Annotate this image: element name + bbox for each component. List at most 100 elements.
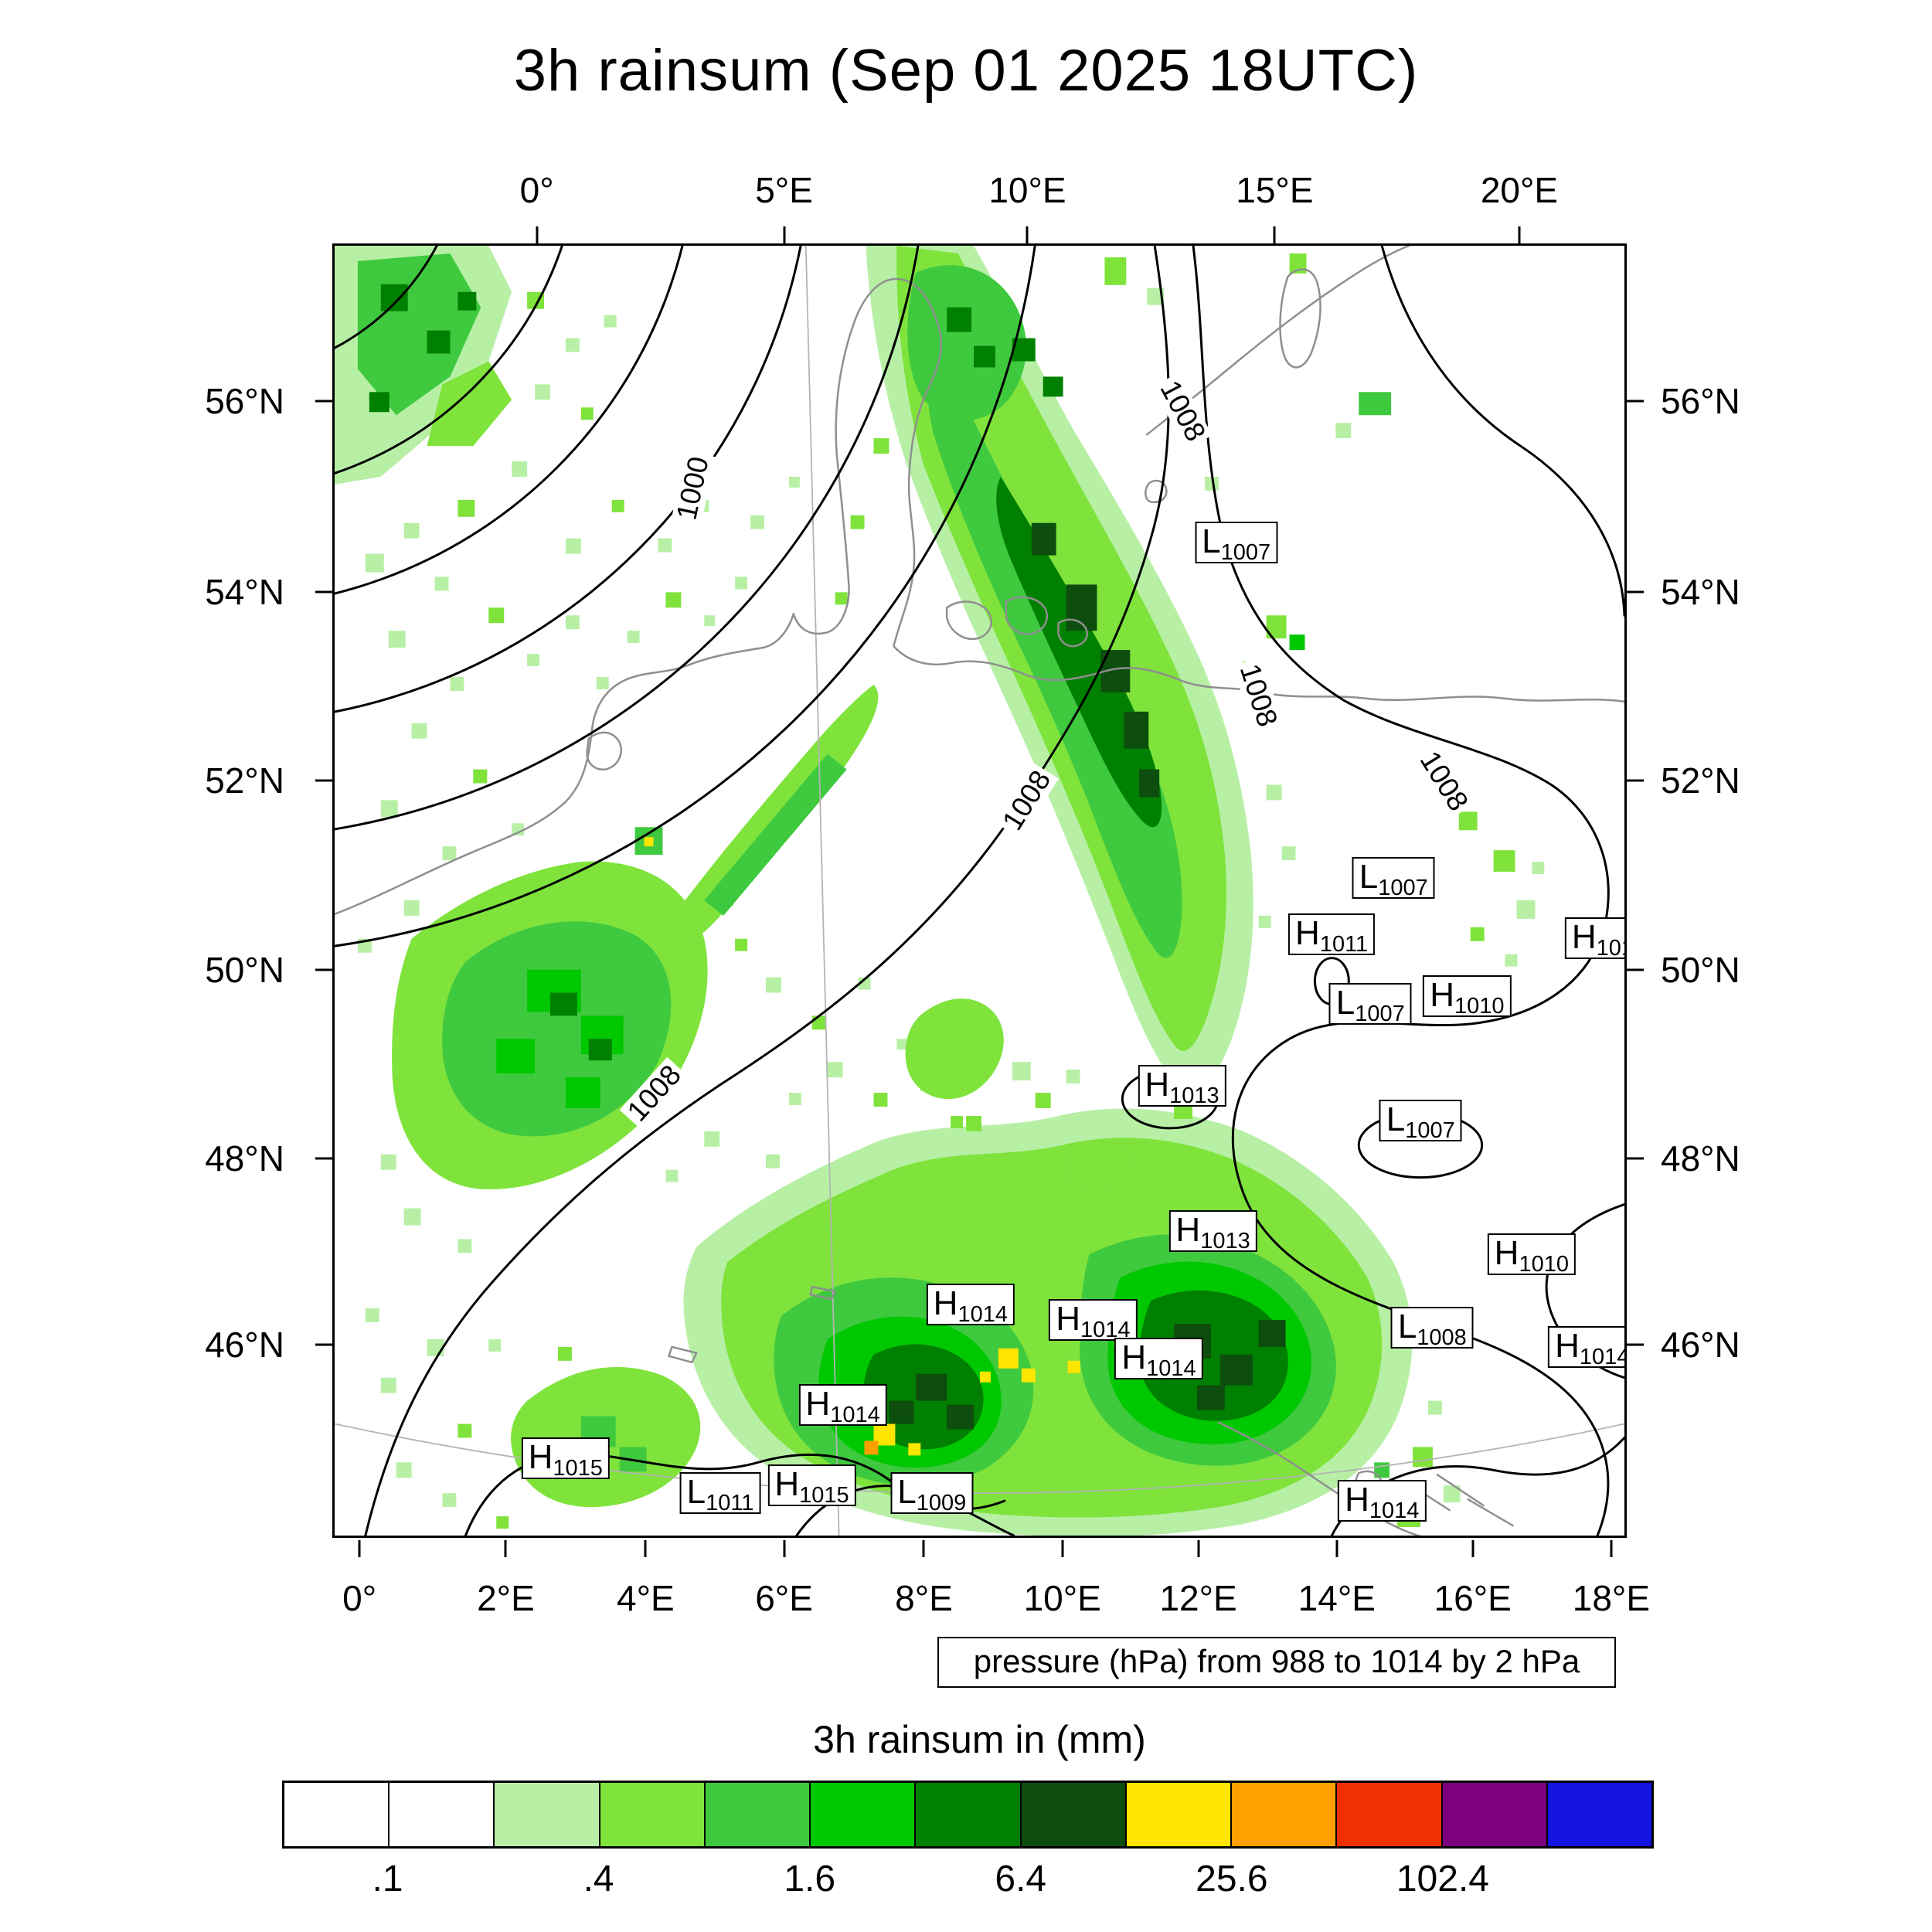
isobar-value-label: 1008 (1151, 372, 1213, 450)
legend-title: 3h rainsum in (mm) (813, 1718, 1146, 1761)
axis-tick-label: 48°N (205, 1138, 284, 1179)
colorbar-label: 6.4 (995, 1859, 1047, 1900)
pressure-center-letter: L (686, 1472, 706, 1511)
axis-right: 56°N 54°N 52°N 50°N 48°N 46°N (1627, 243, 1859, 1538)
axis-tick-mark (1627, 1343, 1644, 1346)
pressure-center-value: 1015 (799, 1482, 849, 1508)
pressure-center-label: H1014 (1049, 1299, 1138, 1343)
axis-tick-mark (315, 968, 332, 971)
pressure-center-label: H1014 (798, 1384, 887, 1428)
axis-tick-mark (1471, 1540, 1475, 1557)
colorbar-labels: .1 .4 1.6 6.4 25.6 102.4 (282, 1858, 1654, 1904)
colorbar-segment (1547, 1783, 1652, 1846)
axis-tick-label: 10°E (1023, 1578, 1101, 1618)
axis-tick-mark (783, 1540, 786, 1557)
axis-tick-label: 4°E (617, 1578, 675, 1618)
axis-tick-mark (1273, 226, 1276, 243)
colorbar-segment (1442, 1783, 1548, 1846)
axis-tick-mark (922, 1540, 925, 1557)
axis-tick-label: 52°N (205, 760, 284, 801)
axis-tick-mark (1518, 226, 1521, 243)
colorbar-segment (600, 1783, 706, 1846)
axis-tick-mark (1627, 400, 1644, 403)
pressure-center-value: 1007 (1405, 1117, 1455, 1143)
axis-tick-mark (358, 1540, 361, 1557)
axis-tick-mark (1610, 1540, 1613, 1557)
pressure-center-label: L1009 (890, 1471, 974, 1514)
pressure-center-label: H1014 (1114, 1338, 1203, 1382)
axis-tick-mark (536, 226, 539, 243)
axis-tick-label: 10°E (988, 170, 1066, 210)
axis-tick-label: 2°E (477, 1578, 535, 1618)
pressure-center-value: 1014 (830, 1403, 880, 1428)
colorbar-label: .1 (372, 1859, 403, 1900)
isobar-value-label: 1000 (670, 450, 716, 526)
pressure-center-letter: H (1345, 1480, 1369, 1519)
pressure-center-value: 1014 (1146, 1356, 1196, 1382)
pressure-center-letter: H (1121, 1338, 1147, 1377)
axis-tick-label: 12°E (1159, 1578, 1237, 1618)
pressure-center-value: 1007 (1355, 1002, 1405, 1027)
colorbar-label: 102.4 (1396, 1859, 1489, 1900)
pressure-center-label: H1014 (926, 1284, 1015, 1326)
axis-tick-label: 46°N (1661, 1325, 1740, 1366)
colorbar-segment (1232, 1783, 1338, 1846)
pressure-center-label: H1010 (1423, 975, 1512, 1018)
pressure-center-letter: H (1145, 1065, 1170, 1104)
axis-tick-label: 0° (342, 1578, 377, 1618)
colorbar-segment (284, 1783, 390, 1846)
pressure-center-letter: L (1202, 522, 1221, 560)
colorbar (282, 1781, 1654, 1849)
pressure-center-label: H1014 (1338, 1479, 1427, 1522)
pressure-center-value: 1007 (1378, 875, 1428, 900)
axis-tick-label: 56°N (1661, 381, 1740, 422)
pressure-center-label: L1007 (1195, 521, 1278, 565)
axis-tick-mark (504, 1540, 507, 1557)
axis-top: 0° 5°E 10°E 15°E 20°E (332, 145, 1627, 243)
pressure-center-label: H1015 (1564, 917, 1624, 960)
colorbar-segment (811, 1783, 917, 1846)
axis-tick-label: 15°E (1236, 170, 1314, 210)
axis-tick-label: 54°N (205, 571, 284, 612)
pressure-center-letter: H (933, 1284, 958, 1323)
colorbar-segment (1126, 1783, 1233, 1846)
colorbar-segment (1021, 1783, 1127, 1846)
axis-tick-label: 6°E (755, 1578, 813, 1618)
plot-title: 3h rainsum (Sep 01 2025 18UTC) (513, 38, 1419, 104)
pressure-center-letter: H (1494, 1234, 1519, 1273)
pressure-center-value: 1013 (1200, 1229, 1250, 1254)
axis-tick-label: 8°E (895, 1578, 953, 1618)
axis-tick-mark (783, 226, 786, 243)
pressure-center-label: H1011 (1288, 913, 1376, 956)
pressure-center-label: H1014 (1548, 1326, 1624, 1369)
axis-tick-label: 52°N (1661, 760, 1740, 801)
pressure-center-value: 1007 (1220, 539, 1271, 565)
axis-tick-label: 50°N (205, 949, 284, 990)
axis-tick-mark (1197, 1540, 1200, 1557)
pressure-center-letter: H (528, 1437, 553, 1476)
axis-tick-mark (1627, 779, 1644, 782)
isobar-value-label: 1008 (619, 1056, 690, 1130)
colorbar-segment (389, 1783, 495, 1846)
pressure-center-value: 1011 (706, 1490, 754, 1515)
pressure-center-value: 1014 (1080, 1318, 1131, 1343)
axis-tick-mark (315, 1343, 332, 1346)
axis-tick-mark (1061, 1540, 1064, 1557)
colorbar-segment (495, 1783, 600, 1846)
axis-tick-label: 14°E (1298, 1578, 1376, 1618)
axis-tick-label: 0° (519, 170, 554, 210)
pressure-center-letter: H (1430, 976, 1455, 1015)
colorbar-segment (705, 1783, 811, 1846)
axis-tick-mark (315, 779, 332, 782)
axis-tick-label: 18°E (1572, 1578, 1651, 1618)
axis-bottom: 0° 2°E 4°E 6°E 8°E 10°E 12°E 14°E 16°E 18°E (332, 1540, 1650, 1645)
pressure-center-label: L1007 (1328, 983, 1412, 1027)
axis-tick-label: 54°N (1661, 571, 1740, 612)
axis-tick-label: 46°N (205, 1325, 284, 1366)
axis-tick-mark (1335, 1540, 1338, 1557)
isobar-value-label: 1008 (1412, 743, 1476, 820)
colorbar-label: .4 (583, 1859, 614, 1900)
pressure-center-letter: H (1056, 1300, 1080, 1338)
pressure-center-letter: H (805, 1385, 831, 1423)
pressure-center-letter: L (1359, 857, 1379, 896)
